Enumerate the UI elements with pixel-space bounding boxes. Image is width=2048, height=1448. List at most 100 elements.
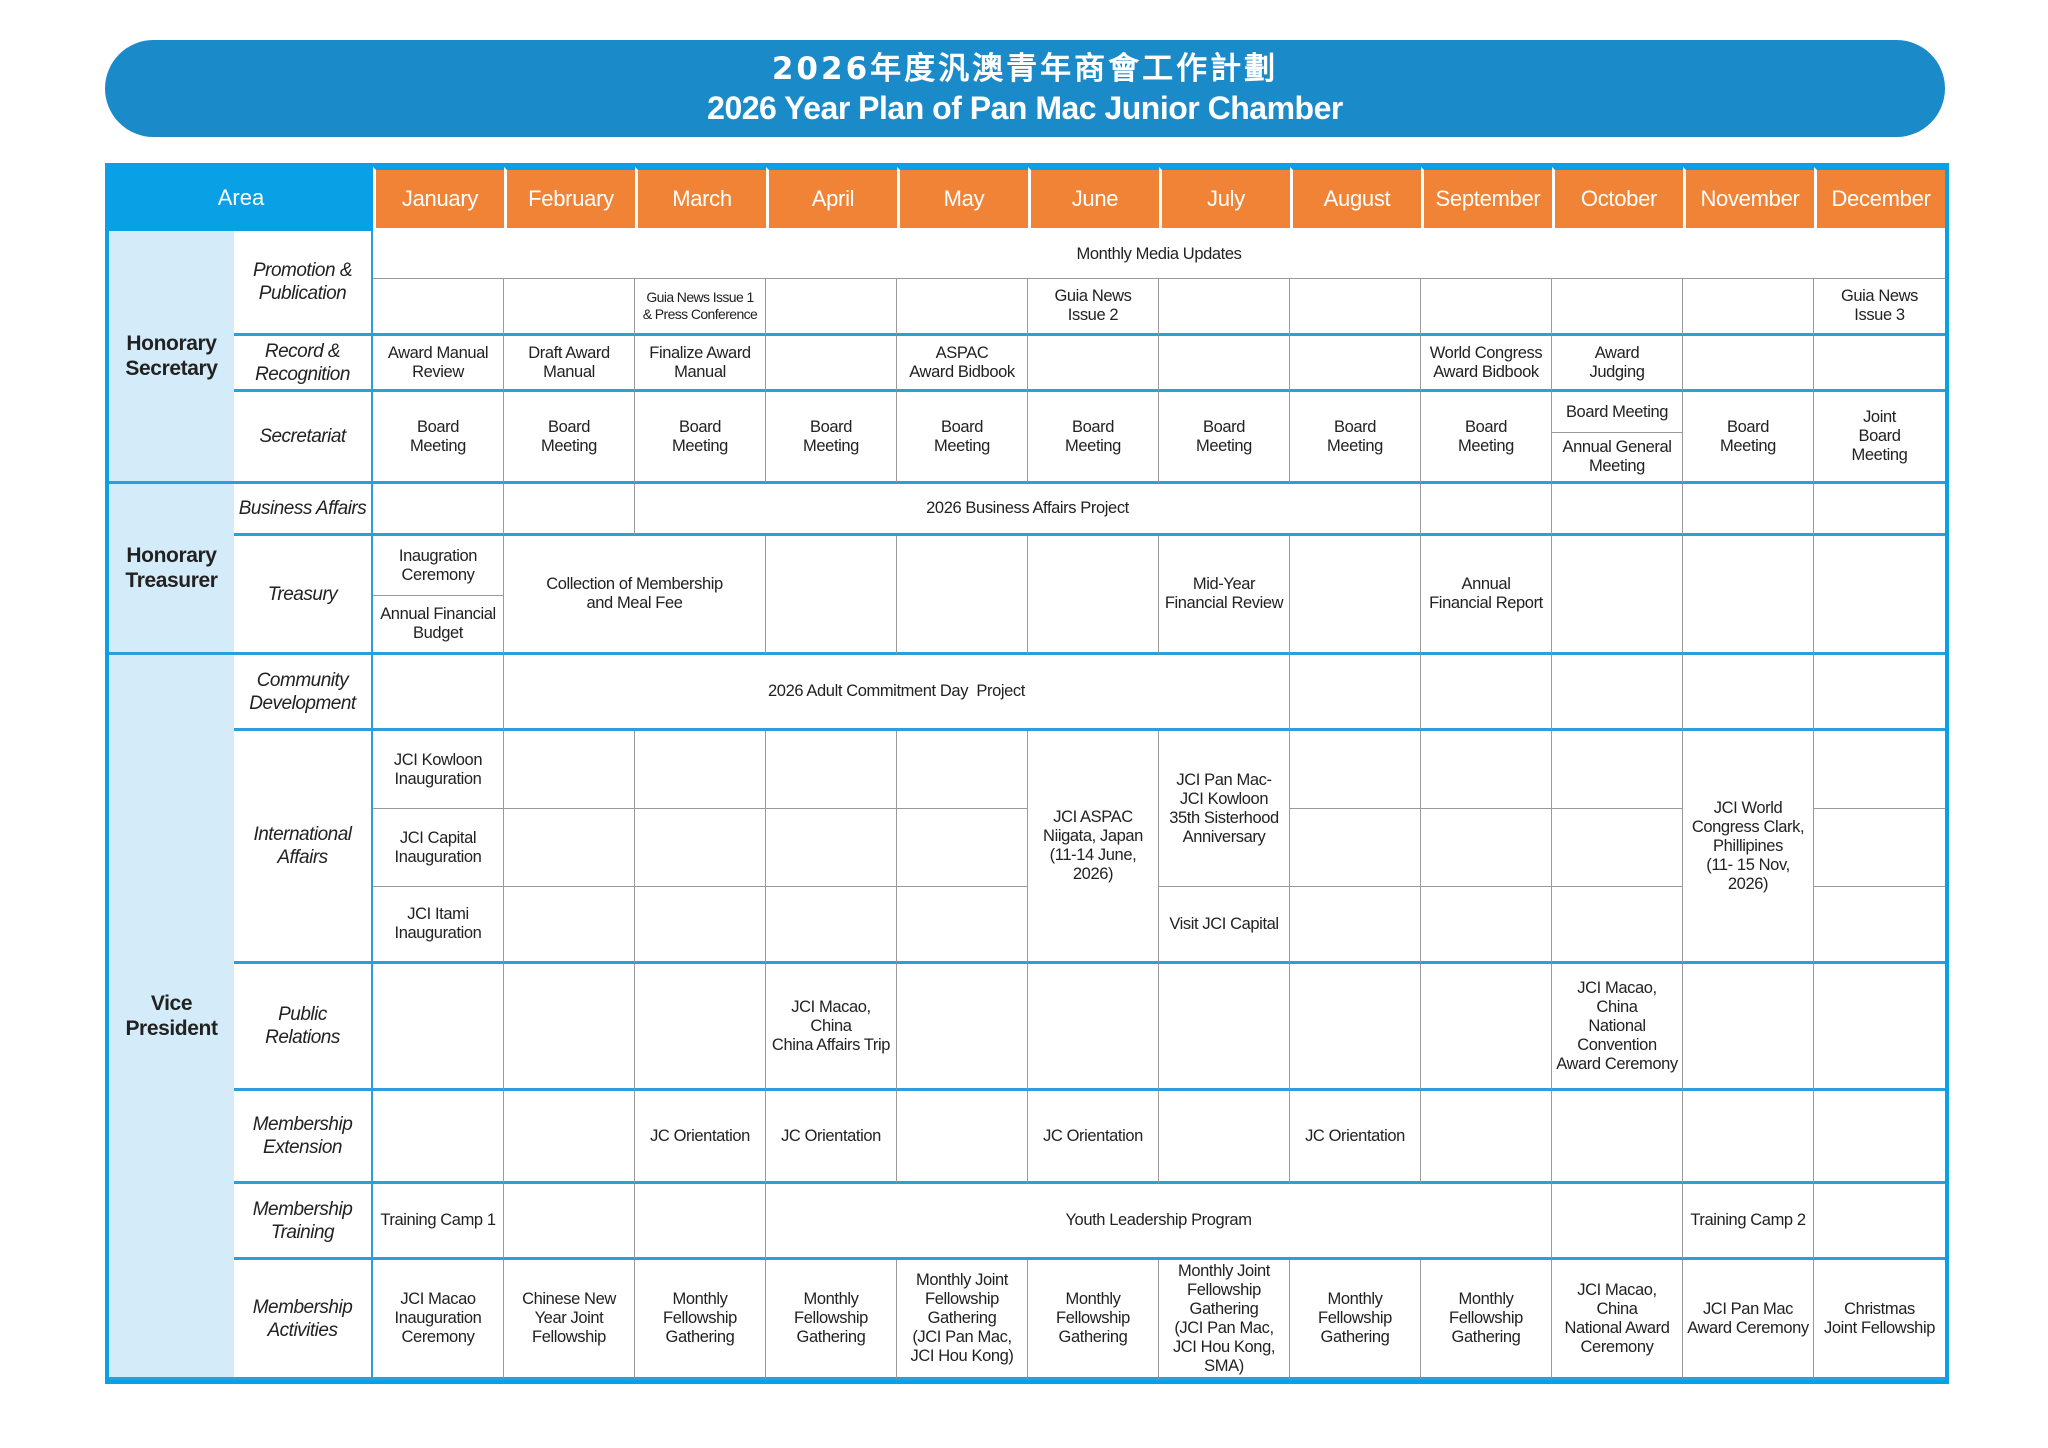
event-cell: JC Orientation bbox=[1028, 1091, 1159, 1184]
event-cell: Annual Financial Report bbox=[1421, 536, 1552, 655]
empty-cell bbox=[1814, 1091, 1945, 1184]
event-cell: Award Judging bbox=[1552, 336, 1683, 392]
event-cell: Monthly Fellowship Gathering bbox=[766, 1260, 897, 1380]
header-area: Area bbox=[109, 167, 373, 231]
empty-cell bbox=[766, 887, 897, 964]
event-cell: Board Meeting bbox=[1552, 392, 1683, 433]
empty-cell bbox=[1421, 809, 1552, 887]
event-cell: Youth Leadership Program bbox=[766, 1184, 1552, 1260]
event-cell: Monthly Joint Fellowship Gathering (JCI … bbox=[897, 1260, 1028, 1380]
area-label: Membership Training bbox=[234, 1184, 373, 1260]
empty-cell bbox=[1421, 279, 1552, 336]
title-banner: 2026年度汎澳青年商會工作計劃 2026 Year Plan of Pan M… bbox=[105, 40, 1945, 137]
event-cell: JCI Capital Inauguration bbox=[373, 809, 504, 887]
empty-cell bbox=[1421, 1091, 1552, 1184]
event-cell: Monthly Fellowship Gathering bbox=[1028, 1260, 1159, 1380]
event-cell: Monthly Fellowship Gathering bbox=[635, 1260, 766, 1380]
area-label: Secretariat bbox=[234, 392, 373, 484]
event-cell: Collection of Membership and Meal Fee bbox=[504, 536, 766, 655]
empty-cell bbox=[1290, 731, 1421, 809]
event-cell: Draft Award Manual bbox=[504, 336, 635, 392]
empty-cell bbox=[1814, 731, 1945, 809]
empty-cell bbox=[1290, 279, 1421, 336]
empty-cell bbox=[1421, 887, 1552, 964]
empty-cell bbox=[373, 1091, 504, 1184]
event-cell: Joint Board Meeting bbox=[1814, 392, 1945, 484]
event-cell: Board Meeting bbox=[1683, 392, 1814, 484]
event-cell: Board Meeting bbox=[1421, 392, 1552, 484]
empty-cell bbox=[1683, 655, 1814, 731]
event-cell: Board Meeting bbox=[766, 392, 897, 484]
empty-cell bbox=[1552, 655, 1683, 731]
event-cell: Training Camp 1 bbox=[373, 1184, 504, 1260]
empty-cell bbox=[1814, 964, 1945, 1091]
event-cell: Board Meeting bbox=[897, 392, 1028, 484]
event-cell: JCI Macao, China National Convention Awa… bbox=[1552, 964, 1683, 1091]
empty-cell bbox=[897, 1091, 1028, 1184]
empty-cell bbox=[1159, 279, 1290, 336]
event-cell: Guia News Issue 2 bbox=[1028, 279, 1159, 336]
empty-cell bbox=[373, 279, 504, 336]
empty-cell bbox=[1552, 536, 1683, 655]
event-cell: ASPAC Award Bidbook bbox=[897, 336, 1028, 392]
empty-cell bbox=[1814, 809, 1945, 887]
event-cell: Board Meeting bbox=[635, 392, 766, 484]
event-cell: Monthly Fellowship Gathering bbox=[1290, 1260, 1421, 1380]
empty-cell bbox=[897, 887, 1028, 964]
empty-cell bbox=[1159, 1091, 1290, 1184]
empty-cell bbox=[766, 336, 897, 392]
empty-cell bbox=[1552, 809, 1683, 887]
header-month-january: January bbox=[373, 167, 504, 231]
event-cell: JCI ASPAC Niigata, Japan (11-14 June, 20… bbox=[1028, 731, 1159, 964]
empty-cell bbox=[635, 964, 766, 1091]
empty-cell bbox=[1421, 655, 1552, 731]
event-cell: Guia News Issue 3 bbox=[1814, 279, 1945, 336]
empty-cell bbox=[1683, 336, 1814, 392]
empty-cell bbox=[1028, 964, 1159, 1091]
empty-cell bbox=[1552, 1091, 1683, 1184]
header-month-february: February bbox=[504, 167, 635, 231]
event-cell: Annual General Meeting bbox=[1552, 433, 1683, 484]
event-cell: JCI World Congress Clark, Phillipines (1… bbox=[1683, 731, 1814, 964]
empty-cell bbox=[504, 1184, 635, 1260]
empty-cell bbox=[1028, 536, 1159, 655]
event-cell: Chinese New Year Joint Fellowship bbox=[504, 1260, 635, 1380]
empty-cell bbox=[1290, 336, 1421, 392]
empty-cell bbox=[766, 731, 897, 809]
empty-cell bbox=[373, 964, 504, 1091]
title-english: 2026 Year Plan of Pan Mac Junior Chamber bbox=[707, 90, 1343, 126]
empty-cell bbox=[766, 809, 897, 887]
empty-cell bbox=[504, 887, 635, 964]
empty-cell bbox=[1159, 964, 1290, 1091]
empty-cell bbox=[1552, 887, 1683, 964]
area-label: Community Development bbox=[234, 655, 373, 731]
empty-cell bbox=[897, 731, 1028, 809]
empty-cell bbox=[504, 964, 635, 1091]
header-month-june: June bbox=[1028, 167, 1159, 231]
event-cell: JCI Macao, China China Affairs Trip bbox=[766, 964, 897, 1091]
empty-cell bbox=[1421, 731, 1552, 809]
event-cell: Monthly Media Updates bbox=[373, 231, 1945, 279]
empty-cell bbox=[1552, 731, 1683, 809]
empty-cell bbox=[1683, 536, 1814, 655]
event-cell: JCI Macao Inauguration Ceremony bbox=[373, 1260, 504, 1380]
header-month-april: April bbox=[766, 167, 897, 231]
empty-cell bbox=[373, 655, 504, 731]
event-cell: 2026 Adult Commitment Day Project bbox=[504, 655, 1290, 731]
empty-cell bbox=[1421, 964, 1552, 1091]
empty-cell bbox=[1814, 887, 1945, 964]
empty-cell bbox=[1814, 336, 1945, 392]
header-month-november: November bbox=[1683, 167, 1814, 231]
empty-cell bbox=[1290, 809, 1421, 887]
empty-cell bbox=[635, 1184, 766, 1260]
empty-cell bbox=[1814, 536, 1945, 655]
event-cell: Board Meeting bbox=[1290, 392, 1421, 484]
empty-cell bbox=[897, 536, 1028, 655]
event-cell: Visit JCI Capital bbox=[1159, 887, 1290, 964]
section-label: Honorary Treasurer bbox=[109, 484, 234, 655]
area-label: Business Affairs bbox=[234, 484, 373, 536]
area-label: Record & Recognition bbox=[234, 336, 373, 392]
header-month-december: December bbox=[1814, 167, 1945, 231]
event-cell: Board Meeting bbox=[1028, 392, 1159, 484]
empty-cell bbox=[1814, 484, 1945, 536]
